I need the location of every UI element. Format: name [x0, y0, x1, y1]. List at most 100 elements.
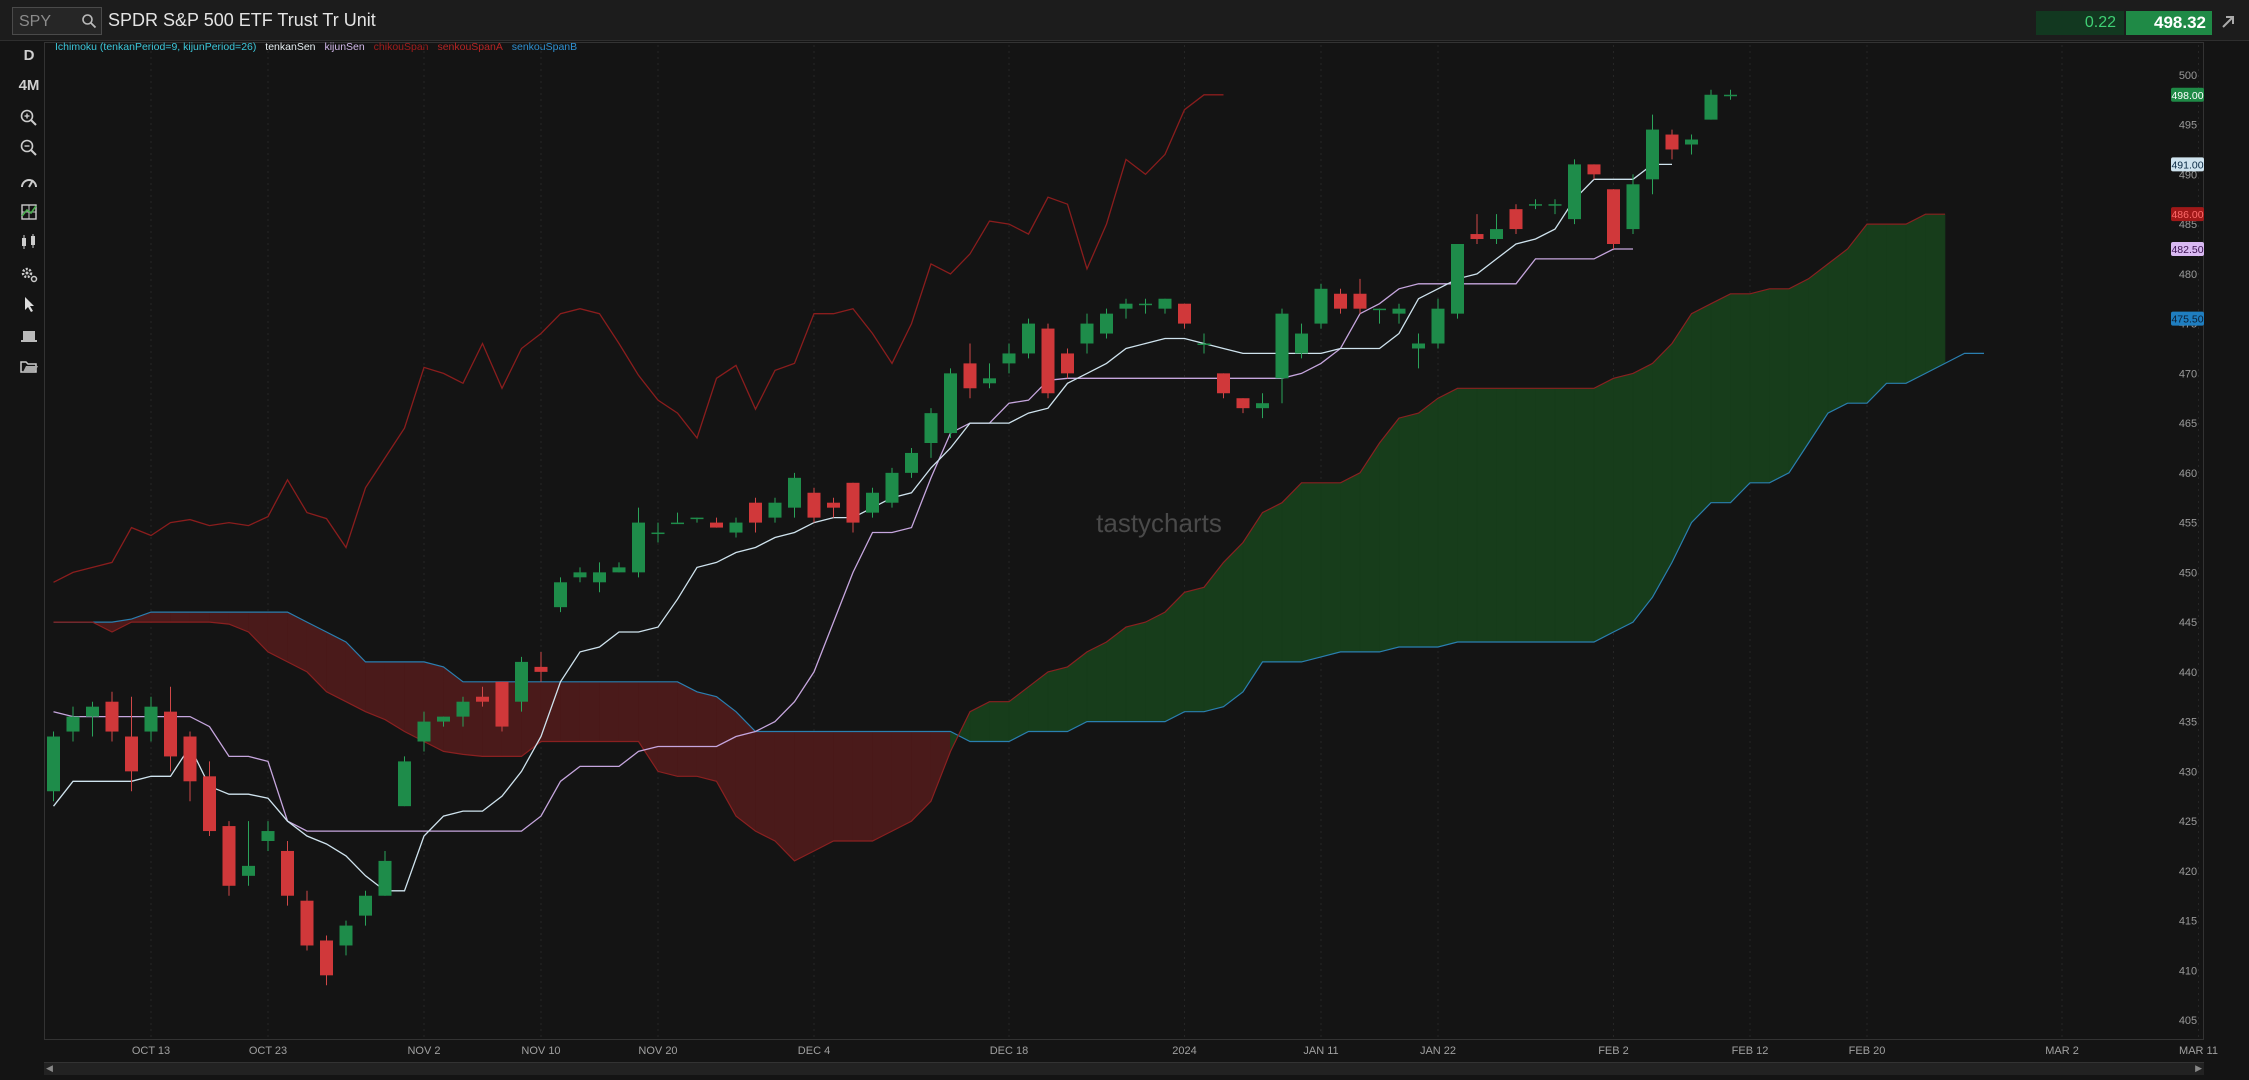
chart-style-button[interactable]: [12, 230, 46, 254]
candle-body: [1275, 313, 1289, 379]
x-tick-label: NOV 10: [521, 1045, 560, 1057]
cloud-segment: [1749, 288, 1770, 484]
candle-body: [222, 826, 236, 886]
template-icon: [21, 331, 37, 342]
candle-body: [1373, 308, 1386, 311]
scroll-left-icon[interactable]: ◀: [46, 1063, 53, 1073]
studies-button[interactable]: [12, 200, 46, 224]
template-button[interactable]: [12, 324, 46, 348]
x-tick-label: DEC 18: [990, 1045, 1029, 1057]
cloud-segment: [969, 701, 990, 742]
cloud-segment: [813, 731, 834, 852]
candle: [1041, 323, 1055, 399]
candle-body: [1295, 333, 1308, 354]
candle-body: [1685, 139, 1698, 145]
candle: [1470, 214, 1484, 244]
zoom-out-button[interactable]: [12, 136, 46, 160]
candle: [632, 507, 645, 578]
grid-lines: [150, 45, 2199, 1040]
candle-body: [632, 522, 645, 573]
legend-span-b: senkouSpanB: [511, 41, 578, 53]
candle-body: [1568, 164, 1581, 220]
time-scrollbar[interactable]: ◀ ▶: [44, 1062, 2204, 1075]
candle: [1685, 134, 1698, 155]
cloud-segment: [1671, 312, 1692, 563]
scroll-right-icon[interactable]: ▶: [2195, 1063, 2202, 1073]
candle: [281, 841, 294, 906]
candle-body: [378, 860, 392, 896]
y-tick-label: 490: [2179, 169, 2197, 181]
candle: [1353, 278, 1367, 314]
expand-icon[interactable]: [2218, 12, 2238, 32]
candle-body: [300, 900, 314, 946]
settings-button[interactable]: [12, 262, 46, 286]
candle-body: [1256, 403, 1269, 409]
candle-body: [476, 696, 489, 702]
zoom-in-button[interactable]: [12, 106, 46, 130]
candle-body: [1607, 189, 1620, 244]
badge-value: 491.00: [2171, 159, 2203, 171]
cloud-segment: [462, 681, 483, 757]
candle-body: [690, 517, 704, 520]
y-tick-label: 480: [2179, 269, 2197, 281]
time-range-button[interactable]: 4M: [18, 77, 40, 94]
cloud-segment: [1320, 482, 1341, 658]
cloud-segment: [696, 691, 717, 782]
candle: [495, 681, 509, 732]
cloud-segment: [1164, 591, 1185, 723]
candle: [105, 691, 119, 742]
candle: [164, 686, 177, 772]
candle: [320, 935, 333, 986]
cloud-segment: [1613, 372, 1634, 633]
y-tick-label: 445: [2179, 617, 2197, 629]
candle-body: [417, 721, 431, 742]
candle: [788, 472, 801, 518]
cloud-segment: [1203, 561, 1224, 713]
candle: [846, 482, 860, 533]
cloud-segment: [1886, 223, 1907, 384]
cloud-segment: [248, 611, 269, 653]
aggregation-period-button[interactable]: D: [23, 47, 35, 64]
ichimoku-cloud: [53, 213, 1946, 862]
candle-body: [924, 413, 938, 443]
candle-body: [1061, 353, 1074, 374]
price-axis: 405 410 415 420 425 430 435 440 445 450 455 460 465 4…: [2179, 70, 2197, 1027]
top-bar: SPY SPDR S&P 500 ETF Trust Tr Unit 0.22 …: [0, 0, 2249, 41]
candle-body: [1704, 94, 1718, 120]
candle-body: [749, 502, 762, 523]
candle-body: [261, 831, 275, 841]
study-legend: Ichimoku (tenkanPeriod=9, kijunPeriod=26…: [55, 41, 583, 53]
cloud-segment: [891, 731, 912, 832]
candle: [476, 686, 489, 707]
legend-span-a: senkouSpanA: [437, 41, 503, 53]
cloud-segment: [1710, 293, 1731, 504]
candle-body: [788, 477, 801, 508]
candle: [515, 656, 528, 712]
candle: [944, 368, 957, 439]
cursor-button[interactable]: [12, 292, 46, 316]
candle: [1373, 308, 1386, 324]
cloud-segment: [1359, 441, 1380, 653]
search-icon[interactable]: [81, 13, 97, 29]
candle-body: [1197, 343, 1211, 345]
cloud-segment: [560, 681, 581, 742]
symbol-search-input[interactable]: SPY: [12, 7, 102, 35]
cloud-segment: [1067, 651, 1088, 733]
cloud-segment: [1632, 362, 1653, 623]
candle: [1119, 298, 1133, 319]
x-tick-label: MAR 11: [2179, 1045, 2218, 1057]
candle: [1275, 308, 1289, 404]
cloud-segment: [150, 611, 171, 623]
candle-body: [1100, 313, 1113, 334]
x-tick-label: FEB 12: [1732, 1045, 1769, 1057]
open-folder-button[interactable]: [12, 354, 46, 378]
y-tick-label: 405: [2179, 1015, 2197, 1027]
candle-body: [339, 925, 353, 946]
symbol-search-value[interactable]: SPY: [19, 13, 52, 30]
candle-body: [807, 492, 821, 518]
drawings-button[interactable]: [12, 170, 46, 194]
zoom-out-icon: [20, 139, 37, 156]
candle-body: [729, 522, 743, 533]
x-tick-label: FEB 20: [1849, 1045, 1886, 1057]
